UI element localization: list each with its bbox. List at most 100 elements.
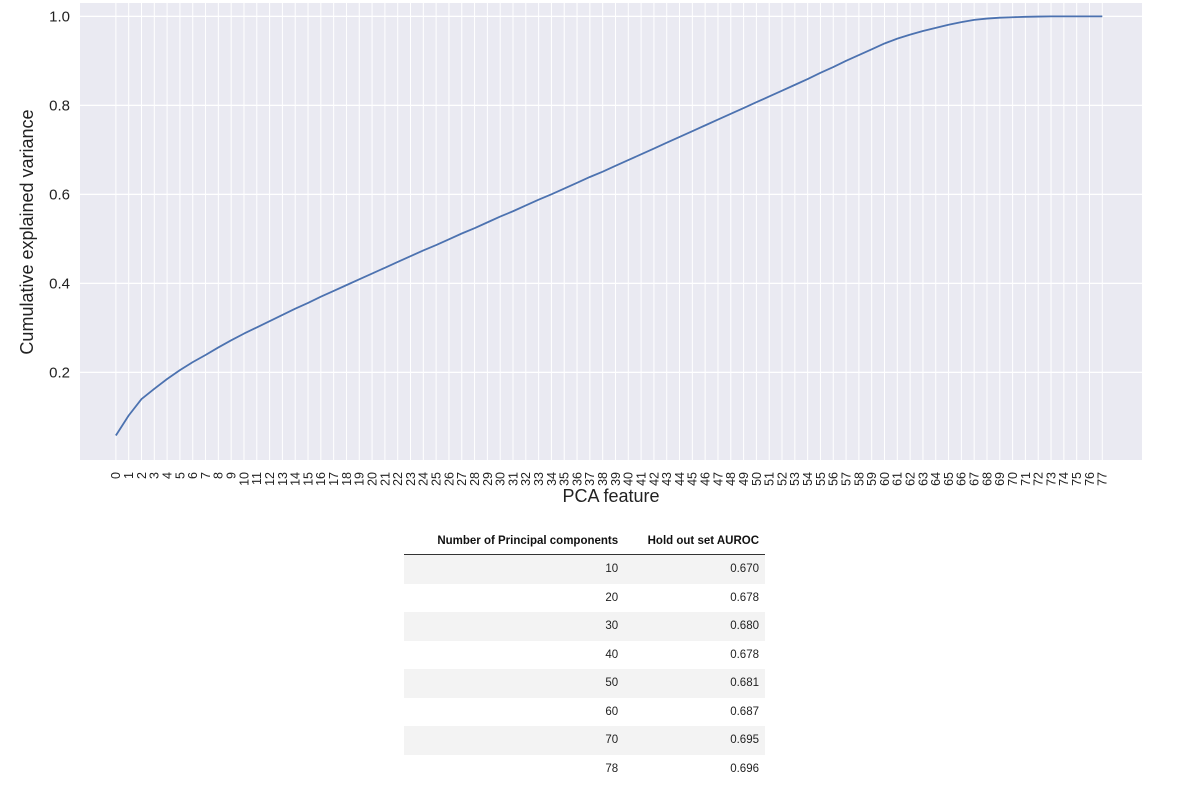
x-tick-label: 17 <box>327 472 341 486</box>
x-tick-label: 58 <box>852 472 866 486</box>
header-num-components: Number of Principal components <box>404 529 625 555</box>
x-tick-label: 19 <box>353 472 367 486</box>
x-tick-label: 73 <box>1044 472 1058 486</box>
x-tick-label: 14 <box>289 472 303 486</box>
x-tick-label: 56 <box>827 472 841 486</box>
x-tick-label: 21 <box>378 472 392 486</box>
table-header-row: Number of Principal components Hold out … <box>404 529 765 555</box>
x-tick-label: 15 <box>301 472 315 486</box>
x-tick-label: 6 <box>186 472 200 479</box>
x-tick-label: 3 <box>148 472 162 479</box>
table-row: 10 0.670 <box>404 554 765 584</box>
x-tick-label: 39 <box>609 472 623 486</box>
x-tick-label: 9 <box>225 472 239 479</box>
x-tick-label: 20 <box>365 472 379 486</box>
x-tick-label: 76 <box>1083 472 1097 486</box>
cell-auroc: 0.680 <box>624 612 765 641</box>
cell-auroc: 0.695 <box>624 726 765 755</box>
x-tick-label: 25 <box>430 472 444 486</box>
x-tick-label: 34 <box>545 472 559 486</box>
x-tick-label: 10 <box>237 472 251 486</box>
y-tick-label: 1.0 <box>49 8 70 25</box>
x-tick-label: 75 <box>1070 472 1084 486</box>
series-line <box>115 15 1103 437</box>
x-tick-label: 26 <box>442 472 456 486</box>
x-axis-label: PCA feature <box>562 486 659 506</box>
x-tick-label: 16 <box>314 472 328 486</box>
x-tick-label: 64 <box>929 472 943 486</box>
x-tick-label: 61 <box>891 472 905 486</box>
cell-components: 50 <box>404 669 625 698</box>
y-tick-label: 0.8 <box>49 97 70 114</box>
x-tick-label: 55 <box>814 472 828 486</box>
x-tick-label: 66 <box>955 472 969 486</box>
x-tick-label: 0 <box>109 472 123 479</box>
x-tick-label: 69 <box>993 472 1007 486</box>
table-row: 60 0.687 <box>404 698 765 727</box>
table-row: 40 0.678 <box>404 641 765 670</box>
x-tick-label: 35 <box>558 472 572 486</box>
x-tick-label: 65 <box>942 472 956 486</box>
cell-auroc: 0.681 <box>624 669 765 698</box>
x-tick-label: 42 <box>647 472 661 486</box>
y-tick-labels: 0.2 0.4 0.6 0.8 1.0 <box>49 8 70 381</box>
x-tick-label: 67 <box>968 472 982 486</box>
x-tick-label: 18 <box>340 472 354 486</box>
header-auroc: Hold out set AUROC <box>624 529 765 555</box>
x-tick-label: 60 <box>878 472 892 486</box>
cell-auroc: 0.678 <box>730 591 759 604</box>
x-tick-label: 33 <box>532 472 546 486</box>
table-row: 70 0.695 <box>404 726 765 755</box>
x-tick-label: 46 <box>699 472 713 486</box>
cell-components: 78 <box>605 762 619 775</box>
x-tick-label: 5 <box>173 472 187 479</box>
x-tick-label: 49 <box>737 472 751 486</box>
plot-background <box>80 3 1142 460</box>
x-tick-label: 71 <box>1019 472 1033 486</box>
x-tick-label: 7 <box>199 472 213 479</box>
x-tick-label: 51 <box>763 472 777 486</box>
x-tick-label: 8 <box>212 472 226 479</box>
x-tick-label: 1 <box>122 472 136 479</box>
x-tick-label: 23 <box>404 472 418 486</box>
x-tick-label: 32 <box>519 472 533 486</box>
chart-svg: 0.20.40.60.81.0 012345678910111213141516… <box>17 3 1142 506</box>
x-tick-label: 53 <box>788 472 802 486</box>
x-tick-label: 74 <box>1057 472 1071 486</box>
x-tick-label: 37 <box>583 472 597 486</box>
cell-auroc: 0.696 <box>730 762 759 775</box>
x-tick-label: 27 <box>455 472 469 486</box>
x-tick-label: 30 <box>494 472 508 486</box>
x-tick-label: 68 <box>980 472 994 486</box>
x-tick-label: 13 <box>276 472 290 486</box>
x-tick-label: 22 <box>391 472 405 486</box>
series-layer <box>115 15 1103 437</box>
cell-components: 40 <box>605 648 619 661</box>
cell-components: 10 <box>404 554 625 584</box>
grid-lines <box>80 3 1142 460</box>
x-tick-label: 62 <box>904 472 918 486</box>
x-tick-label: 54 <box>801 472 815 486</box>
x-tick-label: 12 <box>263 472 277 486</box>
table-row: 78 0.696 <box>404 755 765 784</box>
x-tick-label: 41 <box>634 472 648 486</box>
x-tick-label: 31 <box>506 472 520 486</box>
x-tick-label: 29 <box>481 472 495 486</box>
table-row: 50 0.681 <box>404 669 765 698</box>
x-tick-labels: 0123456789101112131415161718192021222324… <box>109 472 1109 486</box>
x-tick-label: 70 <box>1006 472 1020 486</box>
cell-components: 60 <box>605 705 619 718</box>
cell-components: 70 <box>404 726 625 755</box>
y-tick-label: 0.6 <box>49 186 70 203</box>
table-row: 30 0.680 <box>404 612 765 641</box>
cell-auroc: 0.687 <box>730 705 759 718</box>
x-tick-label: 44 <box>673 472 687 486</box>
x-tick-label: 50 <box>750 472 764 486</box>
y-tick-label: 0.2 <box>49 364 70 381</box>
x-tick-label: 28 <box>468 472 482 486</box>
x-tick-label: 40 <box>622 472 636 486</box>
cell-components: 30 <box>404 612 625 641</box>
pca-variance-chart: 0.2 0.4 0.6 0.8 1.0 0 1 2 3 4 5 6 7 8 9 10 11 12 13 14 15 16… <box>17 3 1142 506</box>
cell-auroc: 0.678 <box>730 648 759 661</box>
x-tick-label: 57 <box>839 472 853 486</box>
